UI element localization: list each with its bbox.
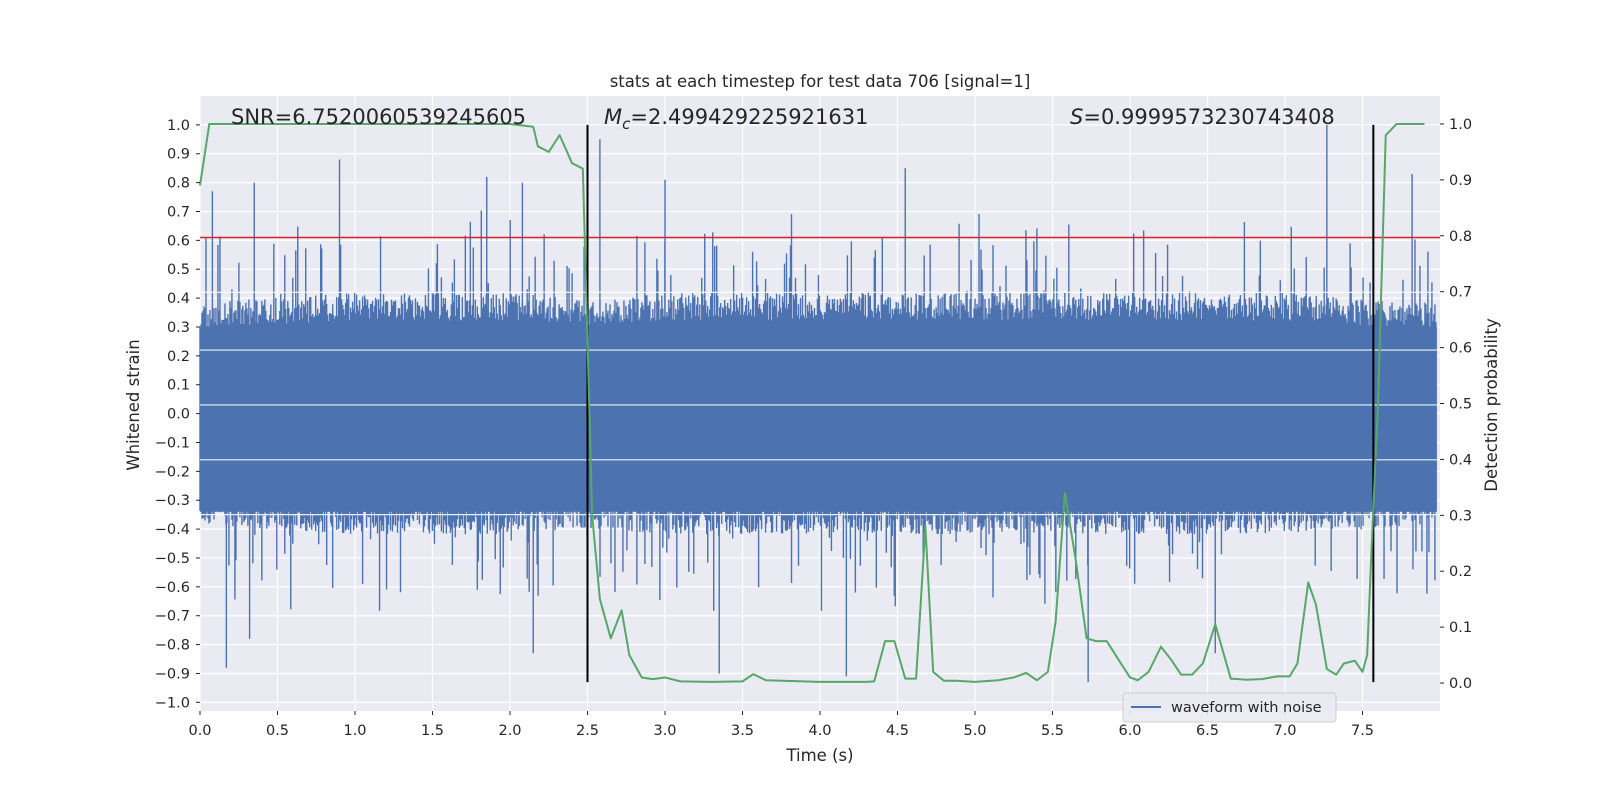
legend-label-waveform: waveform with noise: [1171, 700, 1322, 716]
legend: waveform with noise: [1122, 692, 1337, 723]
waveform-series: [199, 124, 1440, 683]
mc-value: =2.499429225921631: [630, 105, 868, 129]
x-tick-label: 2.5: [576, 723, 599, 739]
x-tick-label: 3.5: [731, 723, 754, 739]
x-tick-label: 7.5: [1351, 723, 1374, 739]
x-tick-label: 2.0: [498, 723, 521, 739]
legend-box: [1122, 692, 1337, 723]
x-axis-label: Time (s): [785, 746, 853, 765]
x-tick-label: 7.0: [1273, 723, 1296, 739]
y-right-tick-label: 0.8: [1449, 229, 1472, 245]
x-tick-label: 0.0: [188, 723, 211, 739]
chirp-mass-annotation: Mc=2.499429225921631: [604, 105, 868, 133]
y-right-tick-label: 0.1: [1449, 620, 1472, 636]
x-tick-label: 6.0: [1118, 723, 1141, 739]
y-left-tick-label: −0.5: [155, 551, 190, 567]
vertical-markers: [586, 124, 1375, 683]
y-right-tick-label: 0.0: [1449, 676, 1472, 692]
x-tick-label: 4.0: [808, 723, 831, 739]
y-left-tick-label: 0.2: [167, 349, 190, 365]
x-tick-label: 1.5: [421, 723, 444, 739]
y-left-tick-label: 0.5: [167, 262, 190, 278]
mc-subscript: c: [622, 115, 631, 133]
y-right-tick-label: 0.9: [1449, 173, 1472, 189]
snr-annotation: SNR=6.7520060539245605: [231, 105, 526, 129]
y-left-tick-label: −0.1: [155, 435, 190, 451]
y-right-tick-label: 0.6: [1449, 341, 1472, 357]
detection-probability-line: [199, 122, 1425, 683]
y-axis-right-label: Detection probability: [1482, 318, 1501, 492]
y-right-tick-label: 0.2: [1449, 564, 1472, 580]
y-left-tick-label: 0.4: [167, 291, 190, 307]
y-left-tick-label: −0.8: [155, 638, 190, 654]
y-left-tick-label: 0.6: [167, 233, 190, 249]
waveform-core-band: [200, 326, 1437, 512]
y-axis-left-label: Whitened strain: [124, 339, 143, 470]
chart-title: stats at each timestep for test data 706…: [610, 72, 1031, 91]
y-right-tick-label: 0.4: [1449, 452, 1472, 468]
y-left-tick-label: 0.7: [167, 204, 190, 220]
y-left-tick-label: 1.0: [167, 118, 190, 134]
y-left-tick-label: 0.0: [167, 407, 190, 423]
y-right-tick-label: 0.3: [1449, 508, 1472, 524]
x-tick-label: 5.5: [1041, 723, 1064, 739]
mc-symbol: M: [604, 105, 622, 129]
x-tick-label: 5.0: [963, 723, 986, 739]
y-left-tick-label: −0.2: [155, 464, 190, 480]
y-left-tick-label: −1.0: [155, 695, 190, 711]
s-value: =0.9999573230743408: [1083, 105, 1334, 129]
x-tick-label: 1.0: [343, 723, 366, 739]
x-tick-label: 4.5: [886, 723, 909, 739]
y-left-tick-label: 0.3: [167, 320, 190, 336]
y-left-tick-label: −0.3: [155, 493, 190, 509]
x-tick-label: 6.5: [1196, 723, 1219, 739]
y-left-tick-label: −0.6: [155, 580, 190, 596]
y-right-tick-label: 1.0: [1449, 117, 1472, 133]
y-left-tick-label: 0.1: [167, 378, 190, 394]
x-tick-label: 0.5: [266, 723, 289, 739]
tick-labels: 0.0 0.5 1.0 1.5 2.0 2.5 3.0 3.5 4.0 4.5 5.0 5.5 6.0 6…: [155, 117, 1472, 739]
y-left-tick-label: −0.4: [155, 522, 190, 538]
y-left-tick-label: −0.9: [155, 666, 190, 682]
score-annotation: S=0.9999573230743408: [1070, 105, 1335, 129]
s-symbol: S: [1070, 105, 1083, 129]
probability-series: [199, 122, 1425, 683]
x-tick-label: 3.0: [653, 723, 676, 739]
y-left-tick-label: 0.8: [167, 176, 190, 192]
y-right-tick-label: 0.5: [1449, 397, 1472, 413]
y-left-tick-label: 0.9: [167, 147, 190, 163]
y-right-tick-label: 0.7: [1449, 285, 1472, 301]
y-left-tick-label: −0.7: [155, 609, 190, 625]
